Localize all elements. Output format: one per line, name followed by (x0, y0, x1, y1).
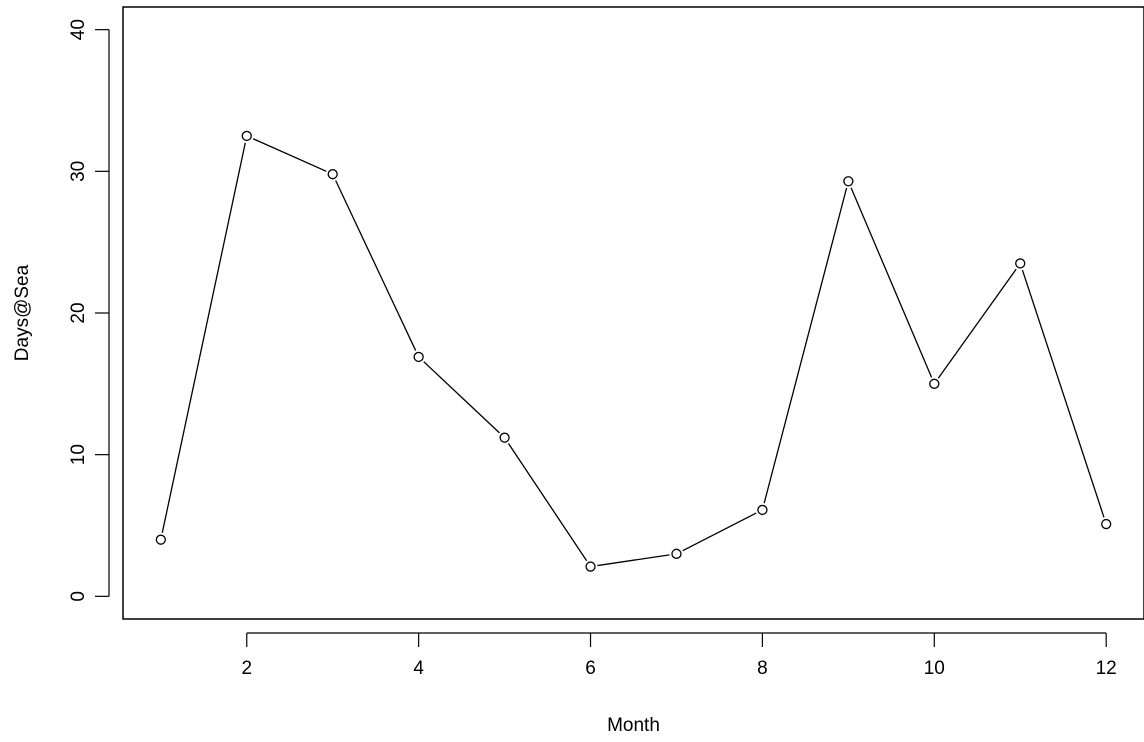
x-tick-label: 10 (924, 658, 945, 679)
x-tick-label: 6 (585, 658, 596, 679)
y-tick-label: 30 (68, 161, 89, 182)
series-segment (1021, 269, 1105, 518)
y-tick-label: 10 (68, 444, 89, 465)
y-tick-label: 0 (68, 591, 89, 602)
y-axis-title: Days@Sea (12, 264, 33, 361)
x-tick-label: 8 (757, 658, 768, 679)
data-point (1101, 518, 1112, 530)
data-point (757, 504, 768, 516)
y-axis: 0 10 20 30 40 (68, 19, 110, 602)
data-point (843, 176, 854, 187)
series-layer (155, 130, 1112, 572)
series-segment (161, 142, 246, 533)
series-segment (507, 443, 588, 562)
data-point (1015, 258, 1026, 269)
data-point (155, 534, 166, 545)
y-tick-label: 40 (68, 19, 89, 40)
series-segment (682, 512, 757, 552)
y-tick-label: 20 (68, 302, 89, 323)
data-point (413, 351, 424, 363)
x-tick-label: 4 (413, 658, 424, 679)
data-point (241, 130, 252, 142)
series-segment (423, 361, 500, 434)
x-axis-title: Month (607, 715, 660, 736)
series-segment (597, 554, 670, 567)
x-tick-label: 12 (1096, 658, 1117, 679)
x-axis: 2 4 6 8 10 12 (241, 632, 1117, 679)
plot-frame (122, 6, 1144, 620)
data-point (585, 561, 596, 572)
data-point (671, 548, 682, 559)
series-segment (763, 187, 848, 504)
series-segment (252, 138, 327, 172)
series-segment (937, 268, 1017, 379)
series-segment (335, 180, 417, 351)
series-segment (850, 187, 933, 378)
x-tick-label: 2 (241, 658, 252, 679)
data-point (327, 169, 338, 180)
data-point (929, 378, 940, 389)
data-point (499, 432, 510, 443)
